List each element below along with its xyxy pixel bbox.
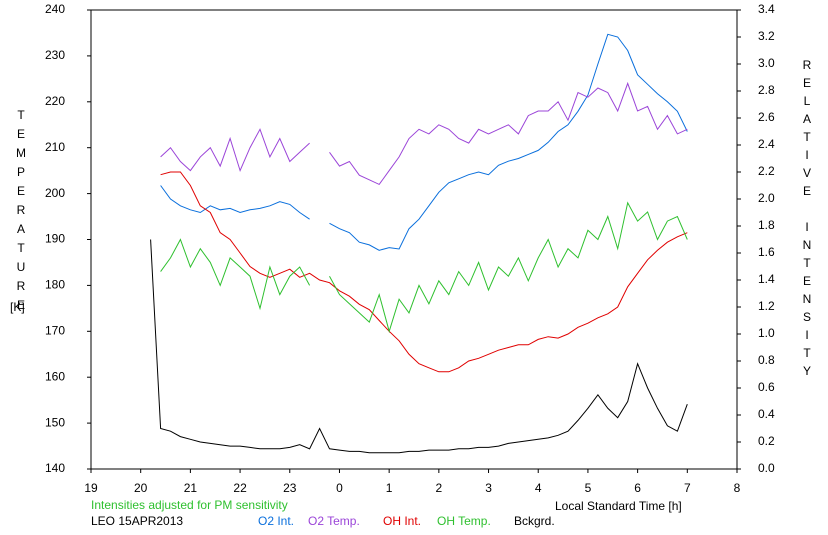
legend-entry: OH Temp.: [437, 514, 491, 528]
x-tick-label: 7: [684, 481, 691, 495]
y2-tick-label: 3.2: [758, 29, 775, 43]
y2-tick-label: 2.8: [758, 83, 775, 97]
subtitle: Intensities adjusted for PM sensitivity: [91, 498, 288, 512]
legend-entry: O2 Temp.: [308, 514, 360, 528]
series-line: [150, 239, 688, 454]
y2-tick-label: 0.2: [758, 434, 775, 448]
y2-tick-label: 3.0: [758, 56, 775, 70]
series-line: [160, 81, 688, 186]
y2-tick-label: 2.0: [758, 191, 775, 205]
y2-tick-label: 2.6: [758, 110, 775, 124]
legend-entry: OH Int.: [383, 514, 421, 528]
x-tick-label: 19: [84, 481, 98, 495]
y2-tick-label: 1.2: [758, 299, 775, 313]
y2-tick-label: 1.6: [758, 245, 775, 259]
plot-frame: [90, 9, 738, 470]
x-tick-label: 22: [233, 481, 247, 495]
y2-tick-label: 1.8: [758, 218, 775, 232]
y2-tick-label: 1.4: [758, 272, 775, 286]
y2-tick-label: 1.0: [758, 326, 775, 340]
x-tick-label: 5: [585, 481, 592, 495]
x-tick-label: 4: [535, 481, 542, 495]
y-axis-unit: [K]: [10, 300, 25, 314]
x-tick-label: 23: [283, 481, 297, 495]
y-tick-label: 180: [45, 278, 65, 292]
series-line: [160, 33, 688, 251]
y-tick-label: 190: [45, 232, 65, 246]
chart-title: LEO 15APR2013: [91, 514, 183, 528]
x-tick-label: 21: [184, 481, 198, 495]
y2-tick-label: 0.4: [758, 407, 775, 421]
y-tick-label: 220: [45, 94, 65, 108]
y-tick-label: 210: [45, 140, 65, 154]
y2-tick-label: 0.6: [758, 380, 775, 394]
legend-entry: Bckgrd.: [514, 514, 555, 528]
y2-tick-label: 2.2: [758, 164, 775, 178]
y2-tick-label: 2.4: [758, 137, 775, 151]
x-tick-label: 2: [436, 481, 443, 495]
legend-entry: O2 Int.: [258, 514, 294, 528]
x-tick-label: 1: [386, 481, 393, 495]
x-axis-label: Local Standard Time [h]: [555, 499, 682, 513]
x-tick-label: 3: [485, 481, 492, 495]
y-tick-label: 230: [45, 48, 65, 62]
x-tick-label: 6: [634, 481, 641, 495]
x-tick-label: 20: [134, 481, 148, 495]
y-tick-label: 140: [45, 461, 65, 475]
series-line: [160, 171, 688, 373]
x-tick-label: 0: [336, 481, 343, 495]
y-tick-label: 160: [45, 369, 65, 383]
y2-tick-label: 0.0: [758, 461, 775, 475]
y-tick-label: 150: [45, 415, 65, 429]
y-tick-label: 240: [45, 2, 65, 16]
y-axis-label: TEMPERATURE: [14, 108, 28, 317]
y-tick-label: 170: [45, 323, 65, 337]
series-line: [160, 201, 688, 334]
y-tick-label: 200: [45, 186, 65, 200]
y2-tick-label: 3.4: [758, 2, 775, 16]
y2-tick-label: 0.8: [758, 353, 775, 367]
x-tick-label: 8: [734, 481, 741, 495]
y2-axis-label: RELATIVE INTENSITY: [800, 58, 814, 382]
